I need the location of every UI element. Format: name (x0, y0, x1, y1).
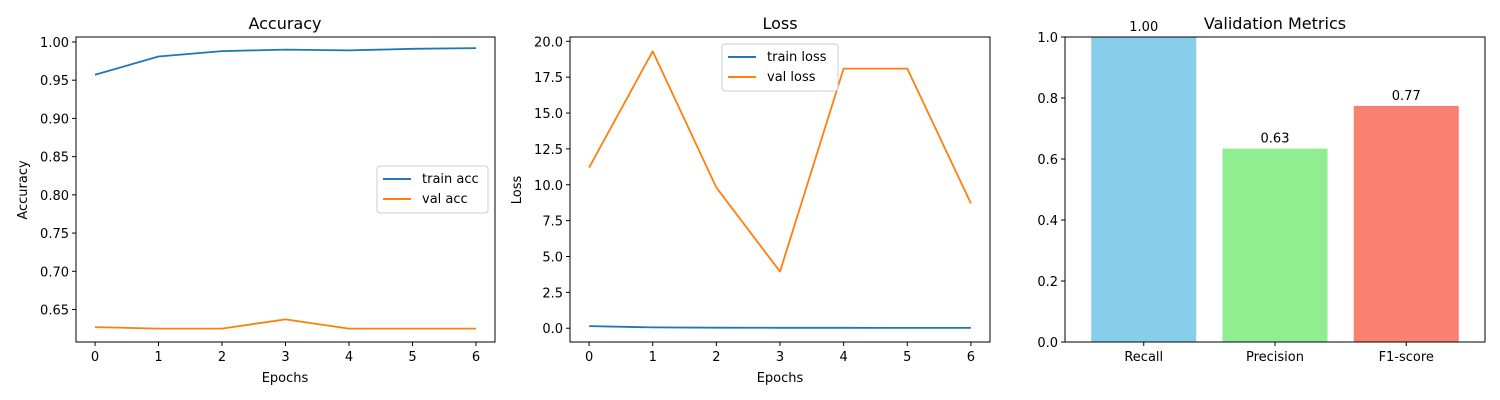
accuracy-y-tick-label: 0.80 (40, 189, 69, 204)
accuracy-y-tick-label: 0.85 (40, 151, 69, 166)
loss-x-tick-label: 2 (712, 350, 720, 365)
loss-y-tick-label: 0.0 (542, 322, 563, 337)
accuracy-series-line-val-acc (94, 318, 476, 330)
accuracy-y-tick-label: 0.90 (40, 112, 69, 127)
bar-precision (1222, 148, 1328, 342)
validation-metrics-category-label: F1-score (1379, 350, 1434, 365)
accuracy-ticks: 0.65 0.70 0.75 0.80 0.85 0.90 0.95 1.00 0 1 2 3 4 5 6 (40, 36, 480, 365)
accuracy-x-tick-label: 5 (408, 350, 416, 365)
accuracy-chart-title: Accuracy (248, 14, 321, 33)
loss-chart-title: Loss (762, 14, 797, 33)
loss-series-line-val-loss (588, 50, 972, 273)
validation-metrics-ticks: 0.0 0.2 0.4 0.6 0.8 1.0 Recall Precision F1-scor… (1037, 31, 1434, 365)
validation-metrics-category-label: Recall (1124, 350, 1163, 365)
loss-y-tick-label: 12.5 (534, 143, 563, 158)
validation-metrics-chart: Validation Metrics 1.000.630.77 0.00.20.… (1037, 14, 1486, 365)
loss-y-tick-label: 10.0 (534, 179, 563, 194)
loss-x-axis-label: Epochs (757, 371, 804, 386)
loss-series-line-train-loss (589, 325, 971, 329)
validation-metrics-y-tick-label: 0.0 (1037, 336, 1058, 351)
loss-x-tick-label: 6 (967, 350, 975, 365)
bar-f1-score (1353, 105, 1459, 343)
loss-x-tick-label: 5 (903, 350, 911, 365)
validation-metrics-y-tick-label: 0.2 (1037, 275, 1058, 290)
loss-y-tick-label: 7.5 (542, 215, 563, 230)
accuracy-series-line-train-acc (94, 47, 477, 76)
accuracy-legend-label-0: train acc (422, 172, 479, 187)
loss-x-tick-label: 3 (776, 350, 784, 365)
accuracy-y-tick-label: 0.75 (40, 227, 69, 242)
accuracy-x-tick-label: 4 (345, 350, 353, 365)
bar-recall (1091, 37, 1197, 342)
validation-metrics-title: Validation Metrics (1204, 14, 1346, 33)
loss-chart: Loss 0.0 2.5 5.0 7.5 10.0 12.5 15.0 17.5 20.0 0 1 2… (510, 14, 991, 386)
loss-x-tick-label: 1 (649, 350, 657, 365)
validation-metrics-y-tick-label: 0.4 (1037, 214, 1058, 229)
bar-value-label: 0.77 (1392, 89, 1421, 104)
accuracy-x-tick-label: 2 (218, 350, 226, 365)
bar-value-label: 1.00 (1129, 20, 1158, 35)
accuracy-legend-box (376, 165, 489, 214)
loss-legend-box (721, 43, 839, 92)
accuracy-y-tick-label: 0.70 (40, 265, 69, 280)
loss-y-tick-label: 20.0 (534, 35, 563, 50)
loss-y-axis-label: Loss (510, 176, 525, 205)
validation-metrics-bars: 1.00 0.63 0.77 (1091, 20, 1459, 343)
loss-legend-label-1: val loss (767, 70, 816, 85)
accuracy-y-axis-label: Accuracy (16, 160, 31, 220)
validation-metrics-y-tick-label: 0.8 (1037, 92, 1058, 107)
loss-y-tick-label: 15.0 (534, 107, 563, 122)
accuracy-legend: train acc val acc (376, 165, 489, 214)
loss-x-tick-label: 0 (585, 350, 593, 365)
loss-legend-label-0: train loss (767, 50, 827, 65)
loss-lines (588, 50, 972, 329)
validation-metrics-y-tick-label: 1.0 (1037, 31, 1058, 46)
accuracy-x-tick-label: 6 (472, 350, 480, 365)
loss-x-tick-label: 4 (839, 350, 847, 365)
accuracy-y-tick-label: 0.65 (40, 304, 69, 319)
accuracy-y-tick-label: 0.95 (40, 74, 69, 89)
accuracy-y-tick-label: 1.00 (40, 36, 69, 51)
accuracy-chart: Accuracy 0.65 0.70 0.75 0.80 0.85 0.90 0.95 1.0… (16, 14, 496, 386)
loss-y-tick-label: 5.0 (542, 250, 563, 265)
accuracy-lines (94, 47, 477, 330)
loss-ticks: 0.0 2.5 5.0 7.5 10.0 12.5 15.0 17.5 20.0 0 1 2 3 4 5 6 (534, 35, 975, 365)
accuracy-x-axis-label: Epochs (262, 371, 309, 386)
validation-metrics-category-label: Precision (1246, 350, 1304, 365)
accuracy-x-tick-label: 0 (91, 350, 99, 365)
accuracy-x-tick-label: 3 (281, 350, 289, 365)
loss-y-tick-label: 2.5 (542, 286, 563, 301)
accuracy-legend-label-1: val acc (422, 192, 468, 207)
loss-legend: train loss val loss (721, 43, 839, 92)
validation-metrics-y-tick-label: 0.6 (1037, 153, 1058, 168)
accuracy-x-tick-label: 1 (154, 350, 162, 365)
bar-value-label: 0.63 (1261, 132, 1290, 147)
loss-y-tick-label: 17.5 (534, 71, 563, 86)
